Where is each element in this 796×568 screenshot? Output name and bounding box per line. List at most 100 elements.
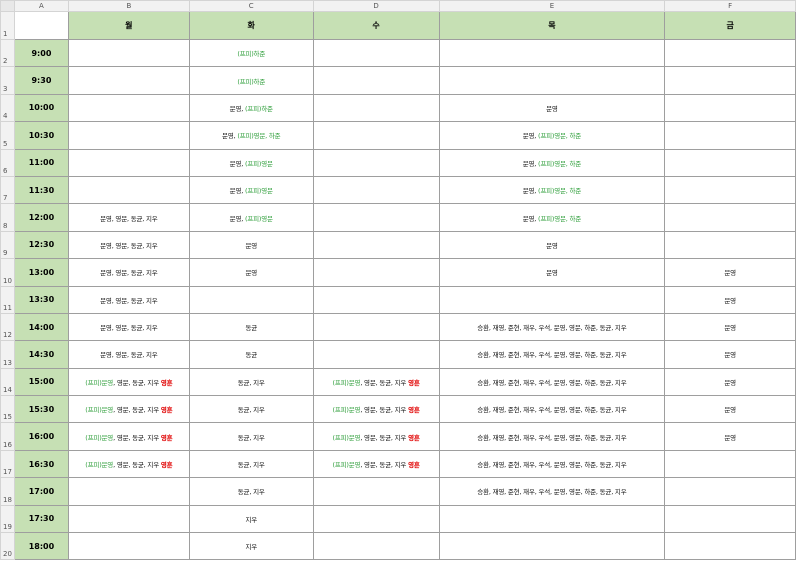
row-header[interactable]: 20 [0,532,15,561]
schedule-cell[interactable]: 문영 [664,285,796,314]
column-header-b[interactable]: B [67,0,190,12]
schedule-cell[interactable] [312,504,440,534]
schedule-cell[interactable] [188,285,314,314]
schedule-cell[interactable]: (프피)문영, 영문, 동균, 지우 영훈 [312,367,440,397]
schedule-cell[interactable]: 문영, (프피)영문, 하준 [438,175,666,205]
schedule-cell[interactable]: 지우 [188,532,314,561]
time-cell[interactable]: 10:30 [13,121,69,150]
schedule-cell[interactable] [67,175,190,205]
schedule-cell[interactable]: 문영, (프피)영문 [188,175,314,205]
schedule-cell[interactable] [312,312,440,342]
schedule-cell[interactable]: 문영 [664,367,796,397]
schedule-cell[interactable] [438,532,666,561]
schedule-cell[interactable] [312,340,440,369]
column-header-d[interactable]: D [312,0,440,12]
schedule-cell[interactable]: 승환, 재영, 준현, 재우, 우석, 문영, 영문, 하준, 동균, 지우 [438,340,666,369]
schedule-cell[interactable] [664,477,796,506]
schedule-cell[interactable] [664,38,796,68]
schedule-cell[interactable]: 문영 [664,340,796,369]
row-header[interactable]: 2 [0,38,15,68]
schedule-cell[interactable]: (프피)문영, 영문, 동균, 지우 영훈 [312,449,440,479]
schedule-cell[interactable] [67,121,190,150]
schedule-cell[interactable] [67,504,190,534]
schedule-cell[interactable]: 문영 [188,230,314,260]
schedule-cell[interactable]: 문영 [664,395,796,424]
row-header[interactable]: 15 [0,395,15,424]
time-cell[interactable]: 10:00 [13,93,69,123]
schedule-cell[interactable]: 동균, 지우 [188,395,314,424]
schedule-cell[interactable]: 문영, 영문, 동균, 지우 [67,203,190,232]
row-header[interactable]: 1 [0,11,15,40]
schedule-cell[interactable] [664,175,796,205]
row-header[interactable]: 6 [0,148,15,177]
schedule-cell[interactable]: 문영, 영문, 동균, 지우 [67,340,190,369]
schedule-cell[interactable]: 문영 [438,93,666,123]
row-header[interactable]: 13 [0,340,15,369]
schedule-cell[interactable] [67,532,190,561]
schedule-cell[interactable]: (프피)문영, 영문, 동균, 지우 영훈 [67,422,190,451]
day-header-thu[interactable]: 목 [438,11,666,40]
schedule-cell[interactable]: 문영, 영문, 동균, 지우 [67,285,190,314]
row-header[interactable]: 4 [0,93,15,123]
schedule-cell[interactable] [312,148,440,177]
schedule-cell[interactable] [664,504,796,534]
row-header[interactable]: 18 [0,477,15,506]
row-header[interactable]: 3 [0,66,15,95]
schedule-cell[interactable] [438,285,666,314]
schedule-cell[interactable] [312,230,440,260]
time-cell[interactable]: 18:00 [13,532,69,561]
schedule-cell[interactable] [312,38,440,68]
schedule-cell[interactable]: 문영, (프피)영문, 하준 [188,121,314,150]
row-header[interactable]: 19 [0,504,15,534]
schedule-cell[interactable]: 동균, 지우 [188,477,314,506]
time-cell[interactable]: 11:00 [13,148,69,177]
schedule-cell[interactable]: 문영, (프피)하준 [188,93,314,123]
schedule-cell[interactable] [312,93,440,123]
schedule-cell[interactable] [664,230,796,260]
schedule-cell[interactable] [664,449,796,479]
column-header-c[interactable]: C [188,0,314,12]
column-header-e[interactable]: E [438,0,666,12]
schedule-cell[interactable]: 문영 [438,258,666,287]
schedule-cell[interactable]: (프피)문영, 영문, 동균, 지우 영훈 [312,395,440,424]
row-header[interactable]: 9 [0,230,15,260]
schedule-cell[interactable]: 승환, 재영, 준현, 재우, 우석, 문영, 영문, 하준, 동균, 지우 [438,395,666,424]
schedule-cell[interactable] [438,38,666,68]
row-header[interactable]: 10 [0,258,15,287]
day-header-fri[interactable]: 금 [664,11,796,40]
select-all-corner[interactable] [0,0,15,12]
time-cell[interactable]: 15:30 [13,395,69,424]
column-header-f[interactable]: F [664,0,796,12]
schedule-cell[interactable] [67,66,190,95]
schedule-cell[interactable] [312,477,440,506]
row-header[interactable]: 14 [0,367,15,397]
schedule-cell[interactable] [312,203,440,232]
time-cell[interactable]: 13:30 [13,285,69,314]
schedule-cell[interactable]: 문영, 영문, 동균, 지우 [67,312,190,342]
day-header-mon[interactable]: 월 [67,11,190,40]
schedule-cell[interactable]: 동균, 지우 [188,422,314,451]
schedule-cell[interactable] [312,66,440,95]
time-cell[interactable]: 16:00 [13,422,69,451]
schedule-cell[interactable]: 승환, 재영, 준현, 재우, 우석, 문영, 영문, 하준, 동균, 지우 [438,477,666,506]
schedule-cell[interactable]: (프피)문영, 영문, 동균, 지우 영훈 [67,367,190,397]
schedule-cell[interactable]: 문영, (프피)영문, 하준 [438,203,666,232]
row-header[interactable]: 17 [0,449,15,479]
schedule-cell[interactable]: 동균, 지우 [188,367,314,397]
row-header[interactable]: 16 [0,422,15,451]
time-cell[interactable]: 9:30 [13,66,69,95]
schedule-cell[interactable]: 문영, (프피)영문, 하준 [438,148,666,177]
schedule-cell[interactable]: 문영 [664,258,796,287]
time-cell[interactable]: 12:00 [13,203,69,232]
schedule-cell[interactable] [312,532,440,561]
row-header[interactable]: 8 [0,203,15,232]
schedule-cell[interactable] [312,175,440,205]
time-cell[interactable]: 9:00 [13,38,69,68]
schedule-cell[interactable] [664,532,796,561]
schedule-cell[interactable] [664,121,796,150]
schedule-cell[interactable]: 문영, 영문, 동균, 지우 [67,230,190,260]
row-header[interactable]: 11 [0,285,15,314]
schedule-cell[interactable] [67,38,190,68]
schedule-cell[interactable]: 문영, (프피)영문, 하준 [438,121,666,150]
schedule-cell[interactable]: 동균 [188,312,314,342]
